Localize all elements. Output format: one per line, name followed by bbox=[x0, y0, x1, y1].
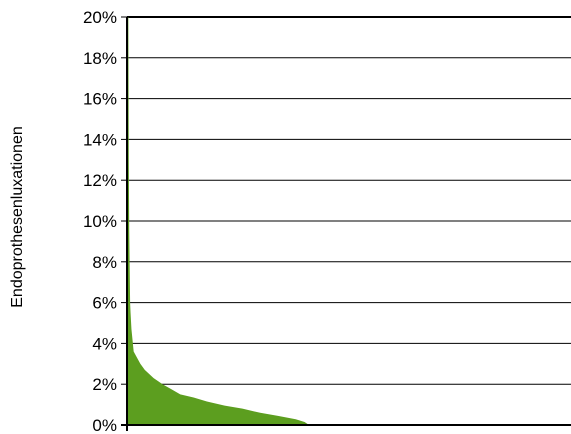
y-tick-label: 10% bbox=[83, 212, 117, 231]
y-tick-label: 20% bbox=[83, 8, 117, 27]
gridlines bbox=[127, 16, 571, 385]
y-tick-labels: 0% 2% 4% 6% 8% 10% 12% 14% 16% 18% 20% bbox=[83, 8, 127, 434]
y-tick-label: 0% bbox=[92, 416, 117, 434]
y-tick-label: 12% bbox=[83, 171, 117, 190]
y-tick-label: 14% bbox=[83, 130, 117, 149]
y-tick-label: 6% bbox=[92, 294, 117, 313]
series-area bbox=[127, 17, 310, 425]
y-tick-label: 8% bbox=[92, 253, 117, 272]
series-area-path bbox=[127, 17, 310, 425]
y-tick-label: 2% bbox=[92, 375, 117, 394]
y-tick-label: 4% bbox=[92, 334, 117, 353]
y-tick-label: 18% bbox=[83, 49, 117, 68]
axes bbox=[121, 17, 571, 431]
y-tick-label: 16% bbox=[83, 90, 117, 109]
y-axis-label: Endoprothesenluxationen bbox=[9, 126, 26, 307]
